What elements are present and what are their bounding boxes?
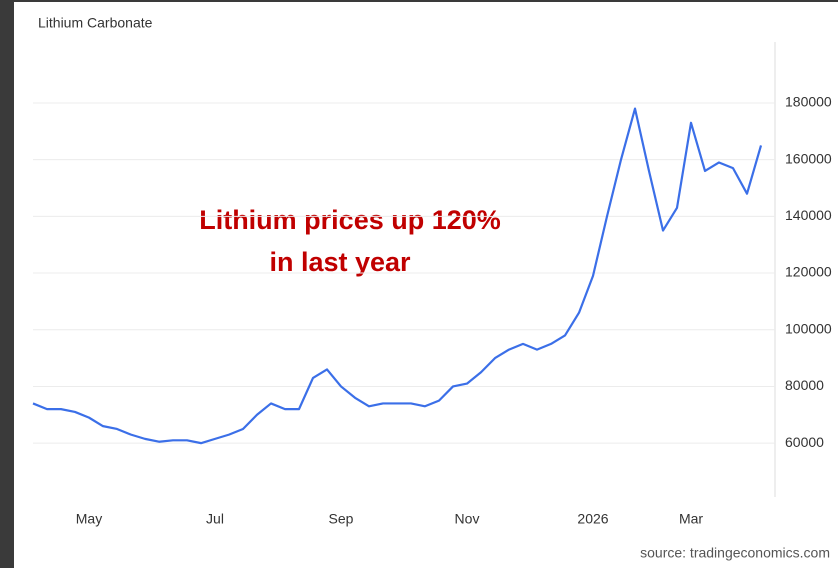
x-tick-label: May xyxy=(76,511,102,527)
x-tick-label: Nov xyxy=(455,511,480,527)
y-tick-label: 60000 xyxy=(785,434,824,450)
chart-title: Lithium Carbonate xyxy=(38,15,153,31)
x-tick-label: Jul xyxy=(206,511,224,527)
source: source: tradingeconomics.com xyxy=(640,545,830,561)
chart: Lithium Carbonate Lithium prices up 120%… xyxy=(0,0,838,568)
y-tick-label: 100000 xyxy=(785,320,832,336)
y-tick-label: 180000 xyxy=(785,94,832,110)
y-tick-label: 160000 xyxy=(785,150,832,166)
panel xyxy=(14,2,838,568)
y-tick-label: 80000 xyxy=(785,377,824,393)
x-tick-label: Mar xyxy=(679,511,703,527)
y-tick-label: 140000 xyxy=(785,207,832,223)
x-tick-label: 2026 xyxy=(577,511,608,527)
annotation: Lithium prices up 120% xyxy=(199,205,501,235)
x-tick-label: Sep xyxy=(329,511,354,527)
page: {"chart_data": {"type": "line", "title":… xyxy=(0,0,838,568)
y-tick-label: 120000 xyxy=(785,264,832,280)
